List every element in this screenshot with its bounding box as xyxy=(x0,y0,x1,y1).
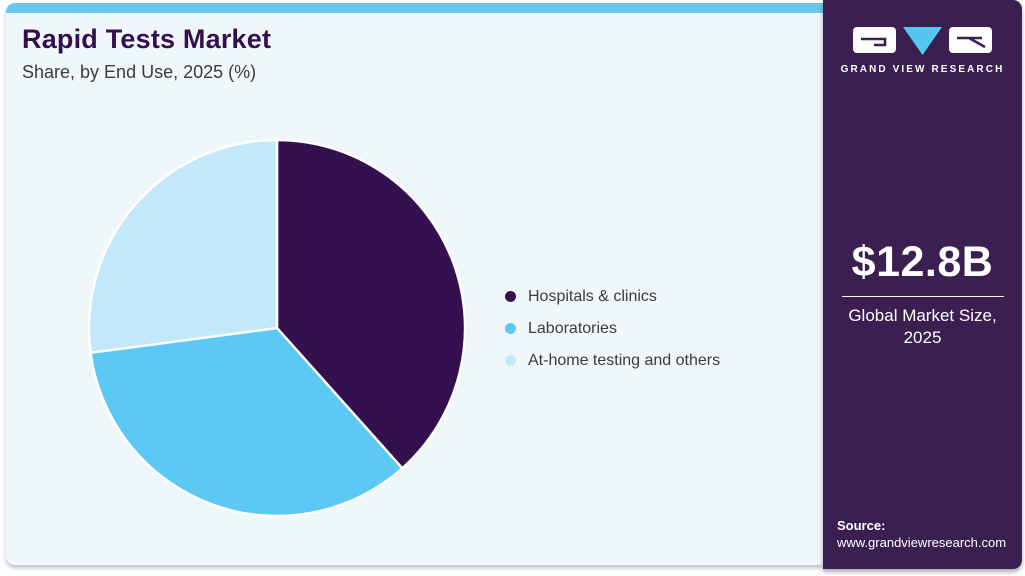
brand-name: GRAND VIEW RESEARCH xyxy=(840,64,1005,75)
legend-label: Laboratories xyxy=(528,319,617,337)
chart-card: Rapid Tests Market Share, by End Use, 20… xyxy=(6,3,823,565)
legend-label: Hospitals & clinics xyxy=(528,287,657,305)
source-url: www.grandviewresearch.com xyxy=(837,535,1007,551)
pie-slice xyxy=(87,138,279,354)
legend-swatch xyxy=(505,291,516,302)
legend: Hospitals & clinics Laboratories At-home t… xyxy=(505,286,720,371)
market-size-block: $12.8B Global Market Size, 2025 xyxy=(823,238,1022,350)
pie-slice xyxy=(275,138,467,470)
pie-chart xyxy=(87,138,467,518)
top-accent-bar xyxy=(6,3,823,13)
legend-swatch xyxy=(505,355,516,366)
gvr-logo-v-icon xyxy=(903,27,942,55)
pie-slice xyxy=(89,326,404,518)
legend-item: Laboratories xyxy=(505,318,720,339)
source-label: Source: xyxy=(837,517,886,533)
gvr-logo-marks xyxy=(823,27,1022,56)
chart-header: Rapid Tests Market Share, by End Use, 20… xyxy=(22,24,271,83)
market-size-label-line1: Global Market Size, xyxy=(848,306,997,325)
chart-subtitle: Share, by End Use, 2025 (%) xyxy=(22,62,257,82)
source-block: Source: www.grandviewresearch.com xyxy=(837,517,1006,552)
sidebar: GRAND VIEW RESEARCH $12.8B Global Market… xyxy=(823,0,1022,569)
market-size-label-line2: 2025 xyxy=(903,328,942,348)
legend-label: At-home testing and others xyxy=(528,351,721,369)
legend-swatch xyxy=(505,323,516,334)
divider xyxy=(841,296,1004,297)
legend-item: Hospitals & clinics xyxy=(505,286,720,307)
gvr-logo: GRAND VIEW RESEARCH xyxy=(823,27,1022,75)
gvr-logo-g-icon xyxy=(853,27,896,53)
chart-title: Rapid Tests Market xyxy=(22,24,272,54)
market-size-label: Global Market Size, 2025 xyxy=(823,305,1022,350)
market-size-value: $12.8B xyxy=(851,238,994,286)
gvr-logo-r-icon xyxy=(949,27,992,53)
legend-item: At-home testing and others xyxy=(505,350,720,371)
